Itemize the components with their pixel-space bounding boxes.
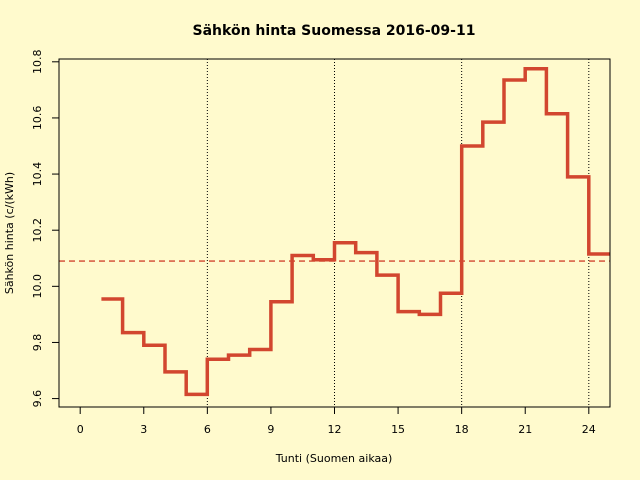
x-tick-label: 21 <box>518 423 532 436</box>
x-tick-label: 18 <box>455 423 469 436</box>
y-tick-label: 10.6 <box>31 106 44 130</box>
y-tick-label: 10.2 <box>31 218 44 243</box>
y-tick-label: 10.8 <box>31 50 44 75</box>
x-tick-label: 6 <box>204 423 211 436</box>
price-series <box>101 67 610 397</box>
y-axis-label: Sähkön hinta (c/(kWh) <box>3 172 16 294</box>
x-tick-label: 9 <box>267 423 274 436</box>
x-tick-label: 12 <box>328 423 342 436</box>
y-tick-label: 10.4 <box>31 162 44 187</box>
price-step-line <box>101 67 610 397</box>
x-tick-label: 0 <box>77 423 84 436</box>
grid-lines <box>206 59 590 407</box>
x-tick-label: 24 <box>582 423 596 436</box>
chart-title: Sähkön hinta Suomessa 2016-09-11 <box>193 23 476 39</box>
y-tick-label: 9.8 <box>31 334 44 352</box>
y-axis: 9.6 9.8 10.0 10.2 10.4 10.6 10.8 <box>31 50 60 408</box>
y-tick-label: 10.0 <box>31 274 44 299</box>
x-tick-label: 3 <box>140 423 147 436</box>
x-axis-label: Tunti (Suomen aikaa) <box>275 452 393 465</box>
x-axis: 0 3 6 9 12 15 18 21 24 <box>77 406 596 436</box>
x-tick-label: 15 <box>391 423 405 436</box>
y-tick-label: 9.6 <box>31 390 44 408</box>
